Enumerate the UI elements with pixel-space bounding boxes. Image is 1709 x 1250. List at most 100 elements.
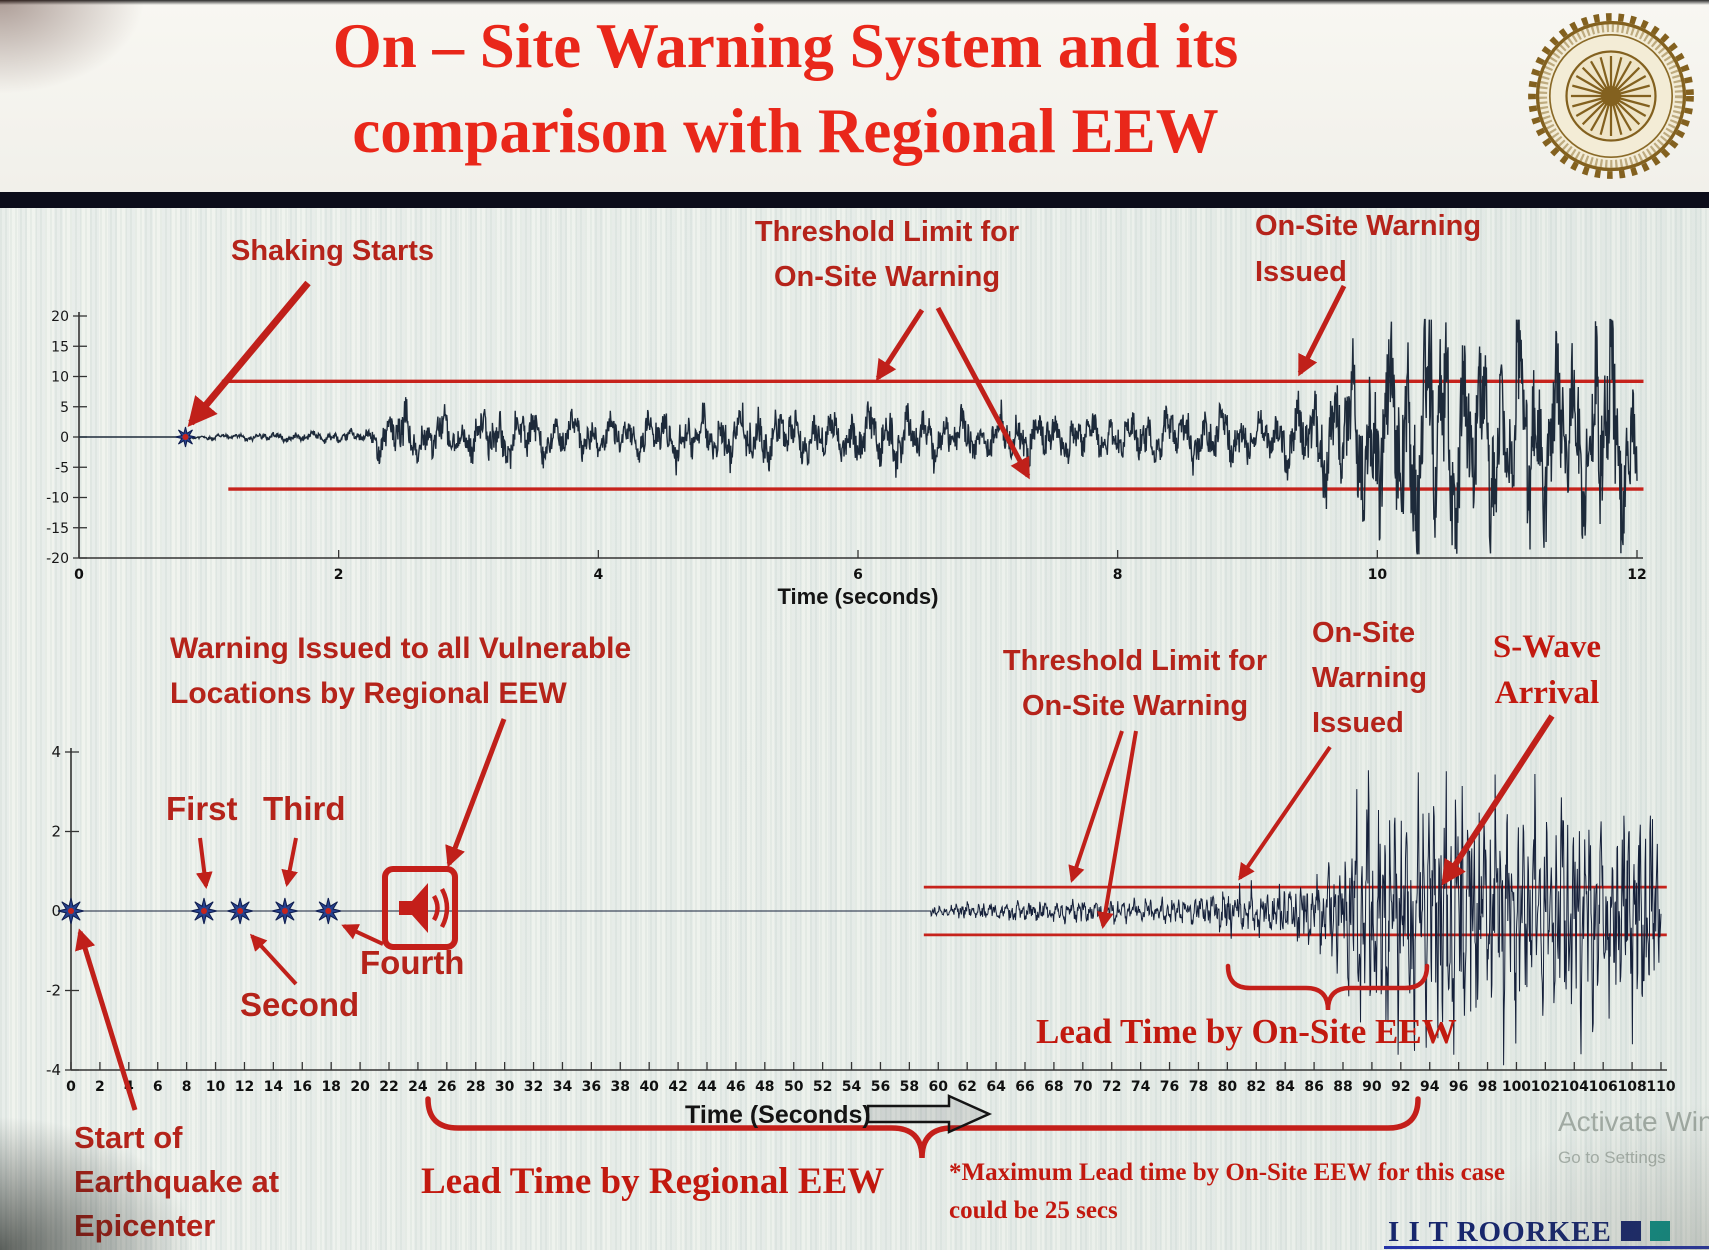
svg-text:0: 0: [66, 1079, 76, 1095]
chart-top: 20 15 10 5 0 -5 -10 -15 -20 0 2 4 6 8 10 12: [46, 309, 1647, 583]
brand-square-teal: [1649, 1221, 1670, 1241]
svg-text:16: 16: [293, 1079, 312, 1095]
annotation-lead-time-onsite: Lead Time by On-Site EEW: [1036, 1012, 1457, 1051]
svg-text:6: 6: [853, 567, 863, 583]
svg-text:72: 72: [1102, 1079, 1121, 1095]
svg-text:6: 6: [153, 1079, 163, 1095]
svg-text:2: 2: [334, 567, 344, 583]
annotation-third: Third: [263, 790, 346, 827]
svg-text:92: 92: [1391, 1079, 1410, 1095]
svg-text:58: 58: [900, 1079, 919, 1095]
svg-text:15: 15: [51, 339, 69, 355]
svg-text:10: 10: [206, 1079, 226, 1095]
annotation-onsite-warning-top: On-Site Warning Issued: [1255, 210, 1482, 288]
iit-roorkee-logo: [1528, 13, 1694, 179]
svg-text:-15: -15: [46, 521, 69, 537]
svg-text:42: 42: [668, 1079, 687, 1095]
svg-text:-10: -10: [46, 491, 69, 507]
footer-underline: [1384, 1246, 1709, 1249]
svg-text:110: 110: [1646, 1079, 1675, 1095]
detection-star-center: [200, 908, 207, 914]
svg-text:0: 0: [60, 430, 69, 446]
svg-text:78: 78: [1189, 1079, 1208, 1095]
watermark-activate-text: Activate Win: [1558, 1106, 1709, 1137]
annotation-regional-warning: Warning Issued to all Vulnerable Locatio…: [170, 632, 632, 710]
svg-text:44: 44: [697, 1079, 717, 1095]
svg-text:100: 100: [1502, 1079, 1531, 1095]
svg-text:50: 50: [784, 1079, 804, 1095]
svg-text:-2: -2: [46, 982, 61, 1000]
annotation-epicenter: Start of Earthquake at Epicenter: [74, 1120, 280, 1243]
svg-text:10: 10: [1368, 567, 1388, 583]
top-chart-xlabel: Time (seconds): [777, 584, 939, 609]
detection-star-center: [281, 908, 288, 914]
svg-text:96: 96: [1449, 1079, 1468, 1095]
svg-text:-4: -4: [46, 1061, 61, 1079]
brand-square-navy: [1620, 1221, 1641, 1241]
svg-text:20: 20: [350, 1079, 370, 1095]
detection-star-center: [237, 908, 244, 914]
svg-text:22: 22: [379, 1079, 398, 1095]
svg-text:8: 8: [1113, 567, 1123, 583]
svg-text:74: 74: [1131, 1079, 1151, 1095]
svg-text:10: 10: [51, 370, 69, 386]
svg-text:12: 12: [235, 1079, 254, 1095]
svg-text:86: 86: [1304, 1079, 1323, 1095]
svg-text:14: 14: [264, 1079, 284, 1095]
svg-text:2: 2: [95, 1079, 105, 1095]
svg-text:82: 82: [1247, 1079, 1266, 1095]
svg-text:32: 32: [524, 1079, 543, 1095]
svg-text:60: 60: [929, 1079, 949, 1095]
svg-text:4: 4: [593, 567, 603, 583]
svg-text:18: 18: [321, 1079, 340, 1095]
svg-text:70: 70: [1073, 1079, 1093, 1095]
svg-text:84: 84: [1275, 1079, 1295, 1095]
annotation-second: Second: [240, 986, 360, 1023]
annotation-onsite-warning-bottom: On-Site Warning Issued: [1312, 617, 1427, 739]
svg-text:24: 24: [408, 1079, 428, 1095]
svg-text:5: 5: [60, 400, 69, 416]
annotation-threshold-bottom: Threshold Limit for On-Site Warning: [1002, 645, 1268, 722]
svg-text:46: 46: [726, 1079, 745, 1095]
svg-text:94: 94: [1420, 1079, 1440, 1095]
iit-roorkee-wordmark: I I T ROORKEE: [1388, 1216, 1670, 1249]
svg-text:106: 106: [1589, 1079, 1618, 1095]
svg-text:90: 90: [1362, 1079, 1382, 1095]
svg-text:12: 12: [1627, 567, 1646, 583]
svg-text:38: 38: [611, 1079, 630, 1095]
svg-text:56: 56: [871, 1079, 890, 1095]
svg-text:48: 48: [755, 1079, 774, 1095]
annotation-first: First: [166, 790, 238, 827]
svg-text:4: 4: [51, 743, 61, 761]
seismogram-trace: [79, 318, 1638, 555]
annotation-lead-time-regional: Lead Time by Regional EEW: [421, 1161, 885, 1202]
svg-text:36: 36: [582, 1079, 601, 1095]
svg-text:30: 30: [495, 1079, 515, 1095]
slide-title: On – Site Warning System and its compari…: [131, 4, 1440, 174]
detection-star-center: [182, 434, 189, 440]
svg-text:34: 34: [553, 1079, 573, 1095]
svg-text:66: 66: [1015, 1079, 1034, 1095]
svg-text:68: 68: [1044, 1079, 1063, 1095]
svg-text:0: 0: [74, 567, 84, 583]
svg-text:52: 52: [813, 1079, 832, 1095]
svg-text:102: 102: [1531, 1079, 1560, 1095]
windows-activation-watermark: Activate Win Go to Settings: [1558, 1106, 1709, 1168]
svg-text:-5: -5: [55, 460, 69, 476]
svg-text:62: 62: [957, 1079, 976, 1095]
svg-text:28: 28: [466, 1079, 485, 1095]
detection-star-center: [325, 908, 332, 914]
svg-text:80: 80: [1218, 1079, 1238, 1095]
svg-text:54: 54: [842, 1079, 862, 1095]
svg-text:108: 108: [1617, 1079, 1646, 1095]
watermark-settings-text: Go to Settings: [1558, 1148, 1666, 1167]
svg-text:20: 20: [51, 309, 69, 325]
annotation-threshold-top: Threshold Limit for On-Site Warning: [754, 216, 1020, 293]
svg-text:104: 104: [1560, 1079, 1589, 1095]
svg-text:98: 98: [1478, 1079, 1497, 1095]
svg-text:88: 88: [1333, 1079, 1352, 1095]
slide-header: On – Site Warning System and its compari…: [0, 0, 1709, 192]
svg-text:4: 4: [124, 1079, 134, 1095]
annotation-shaking-starts: Shaking Starts: [231, 235, 435, 267]
